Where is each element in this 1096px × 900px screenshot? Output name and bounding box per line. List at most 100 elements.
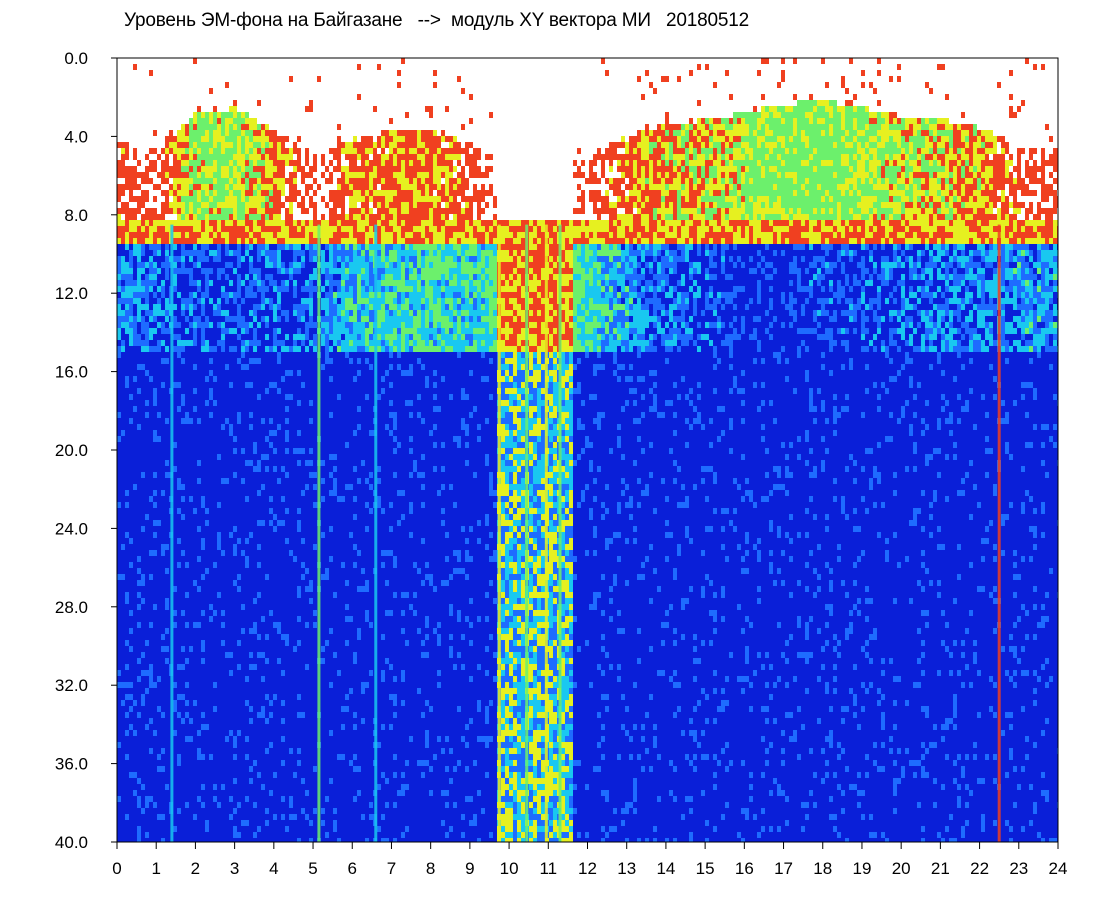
heatmap-cell	[213, 382, 217, 388]
heatmap-cell	[213, 478, 217, 484]
heatmap-cell	[253, 760, 257, 766]
heatmap-cell	[153, 532, 157, 538]
heatmap-cell	[213, 316, 217, 322]
heatmap-cell	[189, 58, 193, 64]
heatmap-cell	[241, 784, 245, 790]
heatmap-cell	[165, 748, 169, 754]
heatmap-cell	[185, 772, 189, 778]
heatmap-cell	[209, 544, 213, 550]
heatmap-cell	[217, 238, 221, 244]
heatmap-cell	[137, 172, 141, 178]
heatmap-cell	[145, 784, 149, 790]
heatmap-cell	[249, 550, 253, 556]
heatmap-cell	[181, 826, 185, 832]
heatmap-cell	[253, 682, 257, 688]
heatmap-cell	[245, 676, 249, 682]
heatmap-cell	[265, 316, 269, 322]
heatmap-cell	[197, 70, 201, 76]
heatmap-cell	[189, 406, 193, 412]
heatmap-cell	[257, 676, 261, 682]
heatmap-cell	[121, 640, 125, 646]
heatmap-cell	[145, 160, 149, 166]
heatmap-cell	[153, 700, 157, 706]
heatmap-cell	[261, 688, 265, 694]
heatmap-cell	[157, 766, 161, 772]
heatmap-cell	[125, 202, 129, 208]
heatmap-cell	[205, 742, 209, 748]
heatmap-cell	[205, 268, 209, 274]
heatmap-cell	[213, 160, 217, 166]
heatmap-cell	[225, 664, 229, 670]
heatmap-cell	[261, 742, 265, 748]
heatmap-cell	[141, 370, 145, 376]
heatmap-cell	[205, 784, 209, 790]
heatmap-cell	[221, 706, 225, 712]
heatmap-cell	[213, 616, 217, 622]
heatmap-cell	[245, 148, 249, 154]
heatmap-cell	[121, 682, 125, 688]
heatmap-cell	[241, 136, 245, 142]
heatmap-cell	[157, 496, 161, 502]
heatmap-cell	[137, 694, 141, 700]
heatmap-cell	[129, 310, 133, 316]
heatmap-cell	[197, 574, 201, 580]
heatmap-cell	[149, 352, 153, 358]
heatmap-cell	[121, 238, 125, 244]
heatmap-cell	[177, 538, 181, 544]
heatmap-cell	[193, 526, 197, 532]
heatmap-cell	[161, 106, 165, 112]
heatmap-cell	[209, 784, 213, 790]
heatmap-cell	[209, 838, 213, 842]
heatmap-cell	[213, 784, 217, 790]
heatmap-cell	[121, 448, 125, 454]
heatmap-cell	[213, 424, 217, 430]
heatmap-cell	[177, 556, 181, 562]
heatmap-cell	[237, 130, 241, 136]
heatmap-cell	[229, 76, 233, 82]
heatmap-cell	[213, 562, 217, 568]
heatmap-cell	[197, 796, 201, 802]
heatmap-cell	[189, 622, 193, 628]
heatmap-cell	[221, 244, 225, 250]
heatmap-cell	[129, 118, 133, 124]
heatmap-cell	[141, 490, 145, 496]
heatmap-cell	[137, 586, 141, 592]
heatmap-cell	[261, 718, 265, 724]
heatmap-cell	[201, 166, 205, 172]
heatmap-cell	[121, 748, 125, 754]
heatmap-cell	[205, 394, 209, 400]
heatmap-cell	[189, 544, 193, 550]
heatmap-cell	[197, 382, 201, 388]
heatmap-cell	[193, 772, 197, 778]
heatmap-cell	[165, 232, 169, 238]
heatmap-cell	[237, 160, 241, 166]
heatmap-cell	[197, 502, 201, 508]
heatmap-cell	[229, 460, 233, 466]
heatmap-cell	[233, 694, 237, 700]
heatmap-cell	[117, 136, 121, 142]
heatmap-cell	[177, 742, 181, 748]
heatmap-cell	[129, 790, 133, 796]
heatmap-cell	[237, 340, 241, 346]
heatmap-cell	[137, 556, 141, 562]
heatmap-cell	[245, 700, 249, 706]
heatmap-cell	[177, 562, 181, 568]
heatmap-cell	[241, 316, 245, 322]
heatmap-cell	[221, 634, 225, 640]
heatmap-cell	[145, 478, 149, 484]
heatmap-cell	[129, 616, 133, 622]
heatmap-cell	[197, 532, 201, 538]
heatmap-cell	[213, 106, 217, 112]
heatmap-cell	[249, 436, 253, 442]
heatmap-cell	[261, 268, 265, 274]
heatmap-cell	[133, 304, 137, 310]
heatmap-cell	[233, 262, 237, 268]
heatmap-cell	[217, 658, 221, 664]
heatmap-cell	[241, 160, 245, 166]
heatmap-cell	[213, 646, 217, 652]
heatmap-cell	[149, 58, 153, 64]
heatmap-cell	[233, 544, 237, 550]
heatmap-cell	[217, 820, 221, 826]
heatmap-cell	[209, 430, 213, 436]
heatmap-cell	[193, 730, 197, 736]
